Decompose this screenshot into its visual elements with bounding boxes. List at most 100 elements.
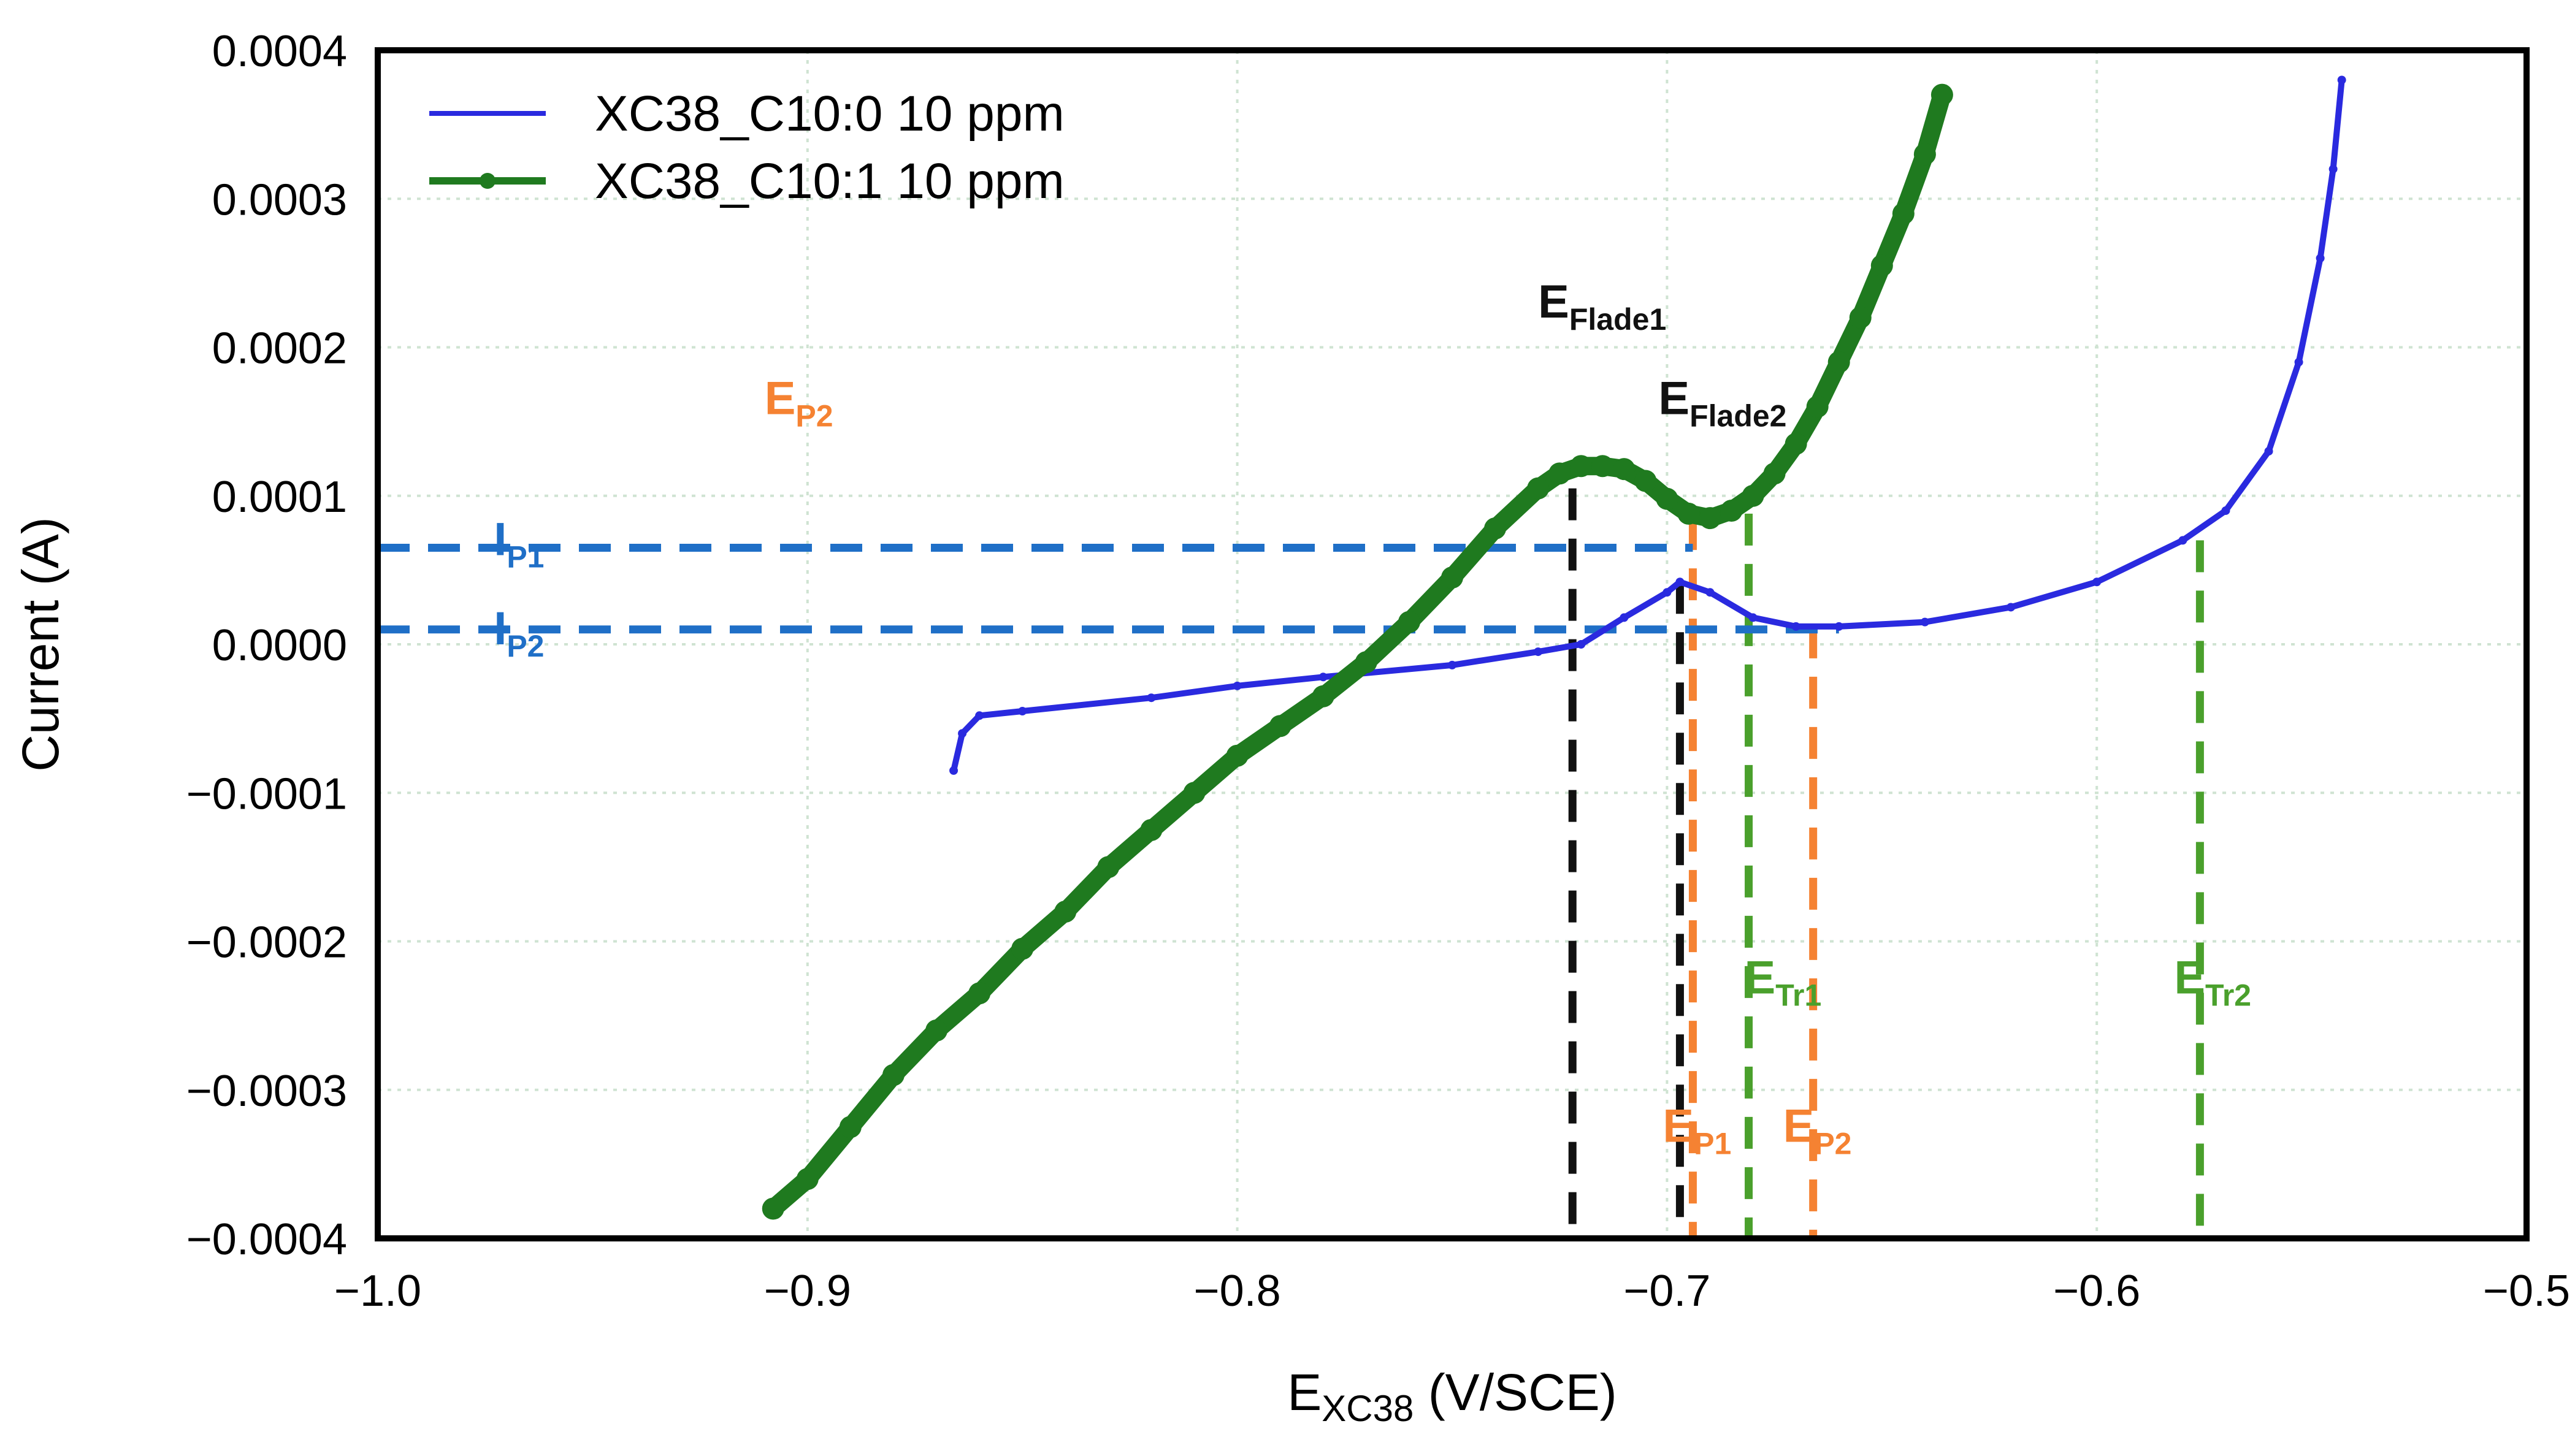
legend-label-blue: XC38_C10:0 10 ppm [595,86,1065,142]
data-point [1620,613,1629,622]
guide-layer [378,488,2204,1238]
data-point [1147,693,1156,703]
data-point [2092,577,2102,587]
data-point [1662,588,1672,597]
data-point [1269,715,1291,738]
tick-layer: −1.0 −0.9 −0.8 −0.7 −0.6 −0.5 0.0004 0.0003 0.00… [186,27,2570,1316]
data-point [1656,487,1678,510]
data-point [1791,622,1800,631]
data-point [2178,536,2187,545]
data-point [2328,164,2338,173]
data-point [1785,432,1807,455]
data-point [1748,613,1758,622]
x-axis-title-subscript: XC38 [1322,1388,1414,1429]
y-tick-label: 0.0004 [212,27,347,76]
plot-frame [375,47,2530,1241]
series-layer [762,75,2346,1220]
data-point [1140,818,1163,841]
y-tick-label: −0.0002 [186,918,347,967]
data-point [1827,351,1850,373]
data-point [1705,588,1715,597]
data-point [1570,455,1593,478]
y-tick-label: 0.0003 [212,175,347,224]
grid-layer [378,50,2527,1238]
data-point [1534,647,1543,657]
data-point [1054,901,1077,923]
series-line-green [763,85,1951,1218]
data-point [1849,307,1872,329]
data-point [1920,617,1929,627]
x-tick-label: −0.8 [1194,1267,1281,1316]
data-point [975,711,984,720]
data-point [2316,254,2325,263]
series-line-blue [951,77,2345,774]
annotation-label: IP2 [494,603,544,663]
data-point [1398,611,1420,633]
x-tick-label: −1.0 [334,1267,421,1316]
annotation-layer: EFlade1 EFlade2 EP2 IP1 IP2 ETr1 ETr2 EP1 EP2 [494,276,2251,1161]
y-tick-label: −0.0001 [186,769,347,818]
y-axis-title: Current (A) [12,517,69,771]
data-point [762,1197,784,1220]
annotation-label: ETr1 [1745,951,1822,1012]
annotation-label: EP2 [1783,1100,1852,1161]
data-point [1527,477,1550,500]
x-axis-title-main: E [1287,1363,1322,1421]
data-point [882,1064,905,1086]
data-point [1870,254,1893,277]
data-point [958,729,967,738]
y-tick-label: 0.0000 [212,621,347,670]
data-point [2007,603,2016,612]
data-point [968,982,991,1005]
data-point [1355,651,1377,674]
data-point [1484,517,1507,540]
data-point [1699,507,1721,530]
data-point [1011,937,1034,960]
x-tick-label: −0.5 [2483,1267,2570,1316]
data-point [1892,202,1915,225]
data-point [1834,622,1843,631]
data-point [1930,83,1953,106]
legend-label-green: XC38_C10:1 10 ppm [595,153,1065,209]
data-point [1806,395,1829,418]
data-point [1183,782,1206,804]
x-axis-title-units: (V/SCE) [1414,1363,1617,1421]
data-point [925,1019,948,1042]
data-point [1720,499,1743,522]
data-point [2294,357,2303,367]
x-axis-title: EXC38 (V/SCE) [1287,1363,1617,1429]
data-point [1448,660,1456,669]
y-tick-label: 0.0002 [212,324,347,373]
data-point [949,766,958,775]
data-point [2337,75,2346,85]
data-point [1763,462,1786,485]
annotation-label: EFlade2 [1658,373,1786,433]
data-point [1591,455,1614,478]
data-point [796,1168,819,1191]
data-point [839,1116,862,1138]
data-point [1318,673,1328,682]
x-tick-label: −0.7 [1623,1267,1710,1316]
data-point [1677,502,1700,525]
legend-marker-green [480,173,495,189]
y-tick-label: −0.0003 [186,1067,347,1116]
data-point [1577,640,1586,649]
annotation-label: IP1 [494,514,544,574]
data-point [1097,856,1120,879]
data-point [2264,447,2273,456]
data-point [1548,462,1571,485]
data-point [1226,744,1249,767]
data-point [1634,470,1657,492]
annotation-label: EP2 [765,373,833,433]
data-point [1675,577,1685,587]
data-point [1312,685,1334,707]
data-point [1742,484,1764,507]
annotation-label: EP1 [1662,1100,1731,1161]
y-tick-label: −0.0004 [186,1215,347,1264]
data-point [1018,707,1027,716]
y-tick-label: 0.0001 [212,473,347,522]
x-tick-label: −0.9 [764,1267,851,1316]
annotation-label: EFlade1 [1538,276,1666,337]
